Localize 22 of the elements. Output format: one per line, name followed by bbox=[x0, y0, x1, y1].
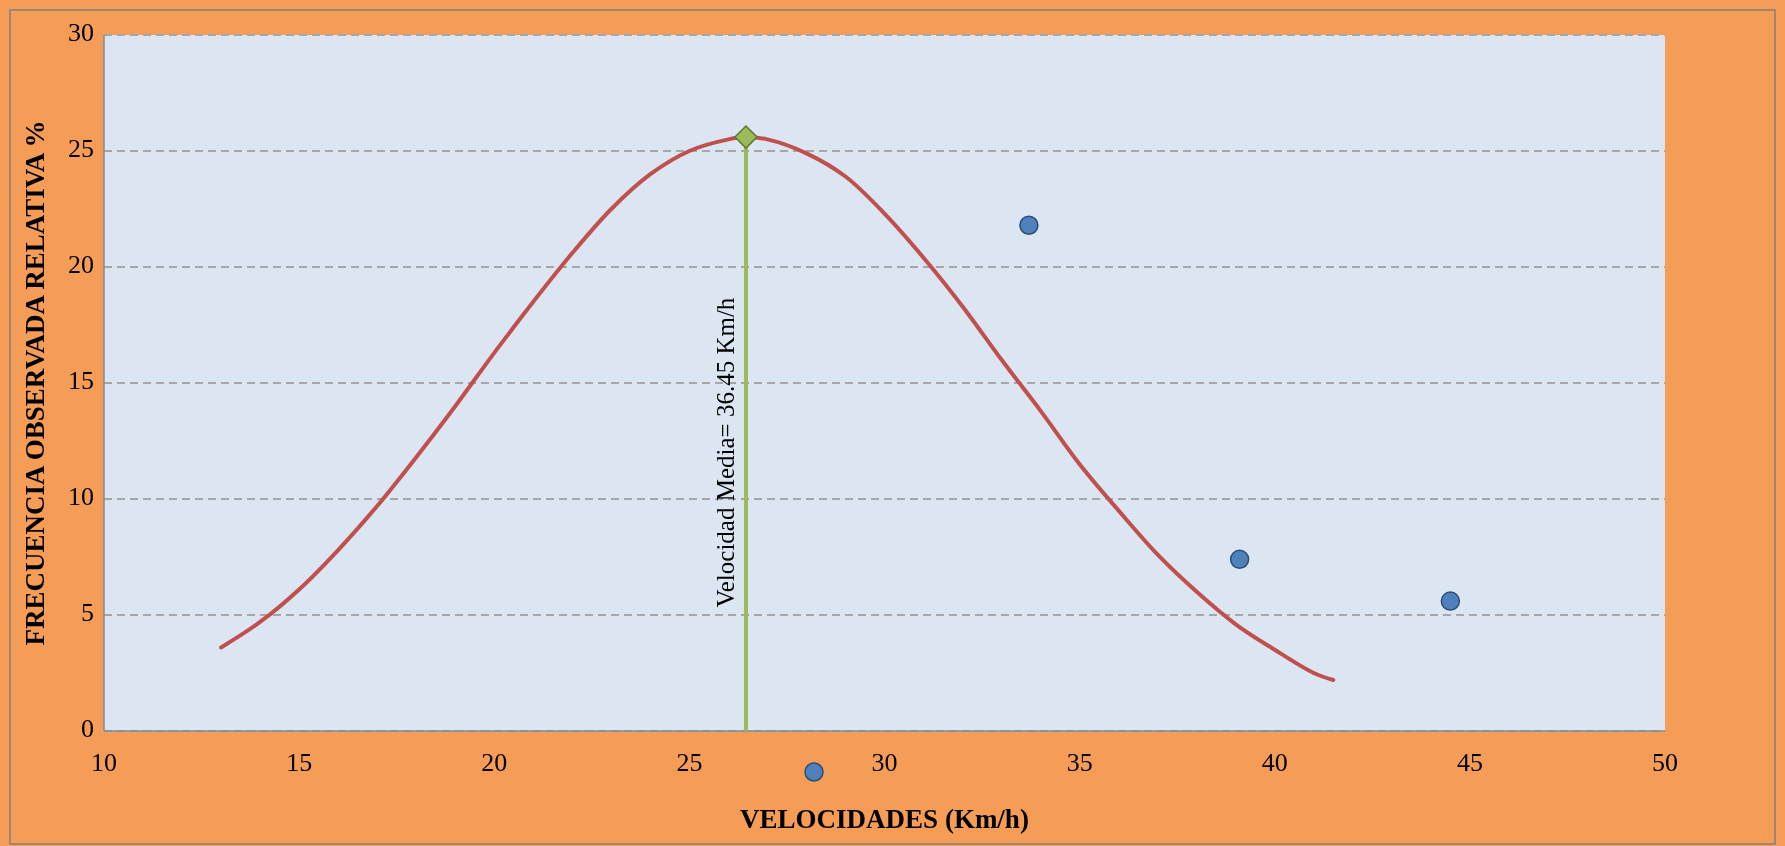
point bbox=[1019, 215, 1039, 235]
annotation: Velocidad Media= 36.45 Km/h bbox=[711, 297, 739, 608]
point bbox=[1440, 591, 1461, 611]
point bbox=[734, 125, 758, 149]
x-tick-label: 25 bbox=[676, 748, 703, 777]
x-tick-label: 45 bbox=[1456, 748, 1483, 777]
x-tick-label: 15 bbox=[286, 748, 313, 777]
y-tick-label: 30 bbox=[68, 17, 94, 47]
x-tick-label: 50 bbox=[1652, 748, 1678, 777]
x-tick-label: 40 bbox=[1261, 748, 1288, 777]
y-tick-label: 25 bbox=[68, 133, 94, 163]
y-axis-title: FRECUENCIA OBSERVADA RELATIVA % bbox=[20, 120, 50, 646]
x-tick-label: 30 bbox=[871, 748, 898, 777]
y-tick-label: 20 bbox=[68, 249, 94, 279]
y-tick-label: 0 bbox=[81, 713, 94, 743]
y-tick-label: 15 bbox=[68, 365, 94, 395]
x-tick-label: 20 bbox=[481, 748, 508, 777]
y-tick-label: 10 bbox=[68, 481, 94, 511]
point bbox=[1229, 549, 1250, 570]
x-axis-title: VELOCIDADES (Km/h) bbox=[740, 804, 1029, 834]
x-tick-label: 35 bbox=[1066, 748, 1093, 777]
y-tick-label: 5 bbox=[81, 597, 94, 627]
